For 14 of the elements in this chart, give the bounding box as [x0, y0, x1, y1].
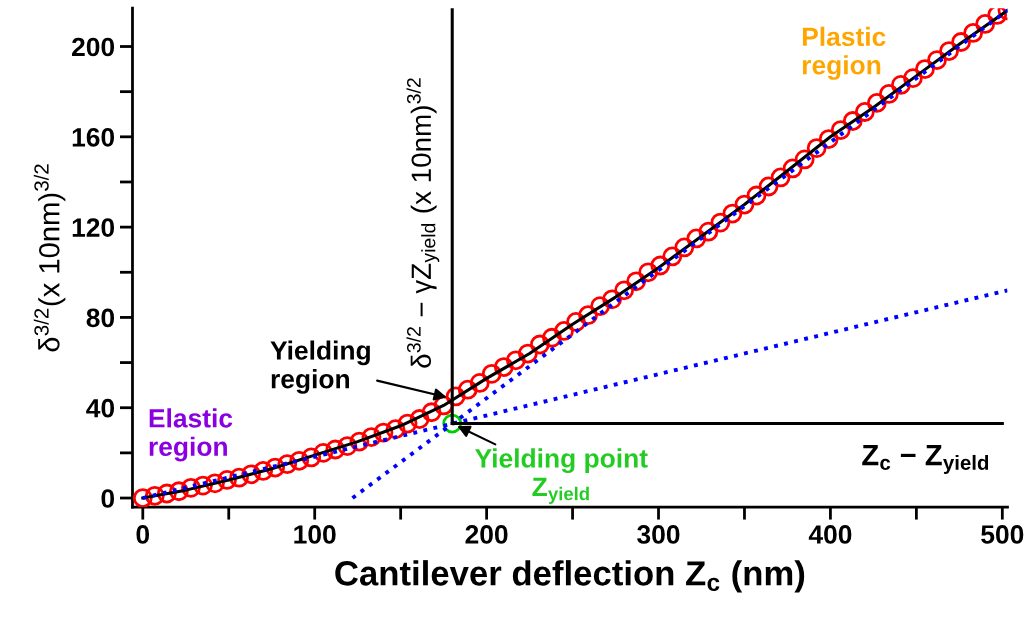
y-tick-label: 160 [72, 127, 115, 147]
x-tick-label: 100 [294, 525, 336, 544]
x-axis-title: Cantilever deflection Z$_{c}$ (nm) [335, 560, 805, 593]
x-tick-label: 500 [981, 525, 1024, 544]
x-tick-label: 200 [465, 525, 508, 544]
x-tick-label: 0 [136, 525, 150, 544]
x-tick-label: 300 [637, 525, 680, 544]
y-tick-label: 40 [86, 398, 115, 418]
y-tick-label: 80 [86, 308, 115, 328]
y-tick-label: 0 [101, 489, 115, 508]
x-tick-label: 400 [808, 525, 852, 544]
y-tick-label: 120 [72, 218, 115, 237]
y-tick-label: 200 [72, 37, 115, 57]
y-axis-title: δ$^{3/2}$(x 10nm)$^{3/2}$ [33, 164, 66, 352]
